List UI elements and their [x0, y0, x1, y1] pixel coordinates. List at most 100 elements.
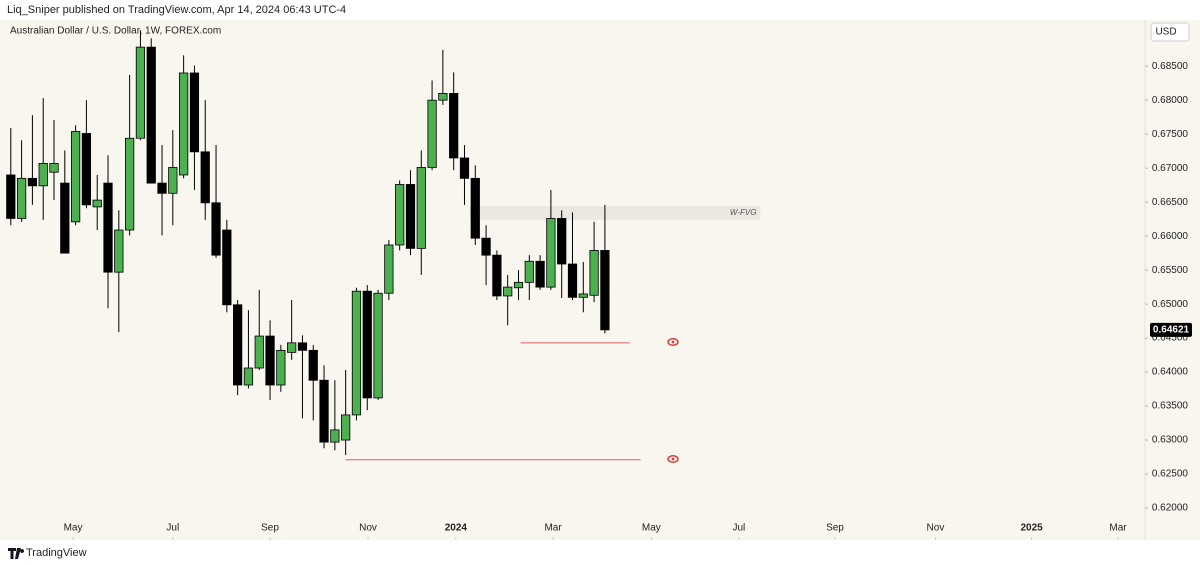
candle-body	[92, 199, 102, 208]
candle-body	[135, 46, 146, 139]
x-tick-label: Mar	[1109, 523, 1127, 534]
candle-body	[222, 229, 232, 306]
candle-body	[189, 72, 200, 153]
candle-body	[427, 99, 437, 168]
candle-body	[524, 260, 534, 283]
candle-body	[71, 131, 81, 223]
candle-body	[297, 342, 308, 351]
candle-body	[179, 72, 189, 176]
candle-body	[341, 414, 351, 441]
last-price-label: 0.64621	[1153, 325, 1190, 336]
x-tick-label: May	[64, 523, 83, 534]
candle-body	[157, 182, 167, 194]
candle-body	[103, 182, 113, 273]
x-tick-label: Sep	[826, 523, 844, 534]
y-tick-label: 0.65000	[1152, 299, 1189, 310]
candle-body	[81, 133, 92, 206]
candle-body	[362, 290, 372, 399]
last-price-box	[1150, 322, 1192, 337]
y-tick-label: 0.66500	[1152, 197, 1189, 208]
candle-body	[438, 92, 448, 101]
x-tick-label: Jul	[166, 523, 179, 534]
candle-body	[546, 218, 556, 288]
footer-brand: TradingView	[26, 547, 87, 559]
candle-body	[557, 218, 567, 265]
x-tick-label: Mar	[544, 523, 562, 534]
y-tick-label: 0.67500	[1152, 129, 1189, 140]
x-tick-label: Nov	[359, 523, 377, 534]
candle-body	[513, 281, 524, 289]
candle-body	[589, 250, 599, 296]
candle-body	[578, 293, 588, 298]
alert-icons	[667, 338, 679, 463]
candle-body	[254, 335, 264, 369]
candle-body	[416, 167, 426, 249]
eye-icon	[667, 455, 679, 463]
candle-body	[459, 157, 470, 179]
candle-body	[38, 162, 48, 187]
candle-body	[60, 182, 70, 254]
footer-bar	[0, 540, 1200, 565]
currency-label[interactable]: USD	[1155, 27, 1176, 38]
x-tick-label: Jul	[732, 523, 745, 534]
candle-body	[265, 335, 275, 386]
candle-body	[16, 177, 27, 219]
candle-body	[535, 260, 545, 288]
candle-body	[211, 202, 221, 256]
candle-body	[470, 177, 480, 239]
candle-body	[308, 349, 318, 381]
candle-body	[125, 137, 135, 231]
plot-background	[0, 20, 1200, 540]
y-tick-label: 0.62000	[1152, 503, 1189, 514]
y-tick-label: 0.67000	[1152, 163, 1189, 174]
candle-body	[319, 379, 329, 443]
logo-icon	[8, 548, 25, 559]
y-tick-label: 0.62500	[1152, 469, 1189, 480]
candle-body	[114, 229, 124, 273]
candle-body	[330, 429, 340, 443]
candle-body	[200, 151, 210, 204]
candle-body	[395, 184, 405, 246]
candle-body	[287, 342, 297, 353]
x-tick-label: Sep	[261, 523, 279, 534]
candle-body	[243, 367, 254, 386]
candle-body	[503, 286, 513, 297]
zone-label: W-FVG	[730, 208, 757, 217]
candle-body	[276, 349, 286, 386]
candle-body	[6, 174, 16, 219]
eye-icon	[667, 338, 679, 346]
candle-body	[481, 237, 491, 256]
y-tick-label: 0.68500	[1152, 61, 1189, 72]
candle-body	[567, 263, 578, 298]
x-tick-label: 2024	[445, 523, 468, 534]
y-tick-label: 0.68000	[1152, 95, 1189, 106]
candle-body	[233, 304, 243, 386]
y-tick-label: 0.64000	[1152, 367, 1189, 378]
y-tick-label: 0.65500	[1152, 265, 1189, 276]
y-tick-label: 0.64500	[1152, 333, 1189, 344]
x-tick-label: May	[642, 523, 661, 534]
header-bar	[0, 0, 1200, 20]
candle-body	[600, 250, 610, 331]
header-text: Liq_Sniper published on TradingView.com,…	[7, 4, 346, 16]
fvg-zone	[469, 206, 761, 220]
x-tick-label: Nov	[927, 523, 945, 534]
candle-body	[27, 177, 38, 187]
candle-body	[405, 184, 416, 249]
candle-body	[449, 92, 459, 159]
candle-body	[168, 167, 178, 194]
y-tick-label: 0.66000	[1152, 231, 1189, 242]
candle-body	[492, 254, 502, 297]
candle-body	[384, 244, 394, 294]
candle-body	[49, 162, 59, 173]
candle-body	[351, 290, 362, 416]
y-tick-label: 0.63000	[1152, 435, 1189, 446]
currency-button[interactable]	[1150, 22, 1190, 42]
candle-body	[146, 46, 156, 184]
y-tick-label: 0.63500	[1152, 401, 1189, 412]
x-tick-label: 2025	[1020, 523, 1043, 534]
candle-body	[373, 292, 383, 399]
chart-title: Australian Dollar / U.S. Dollar, 1W, FOR…	[10, 26, 221, 37]
